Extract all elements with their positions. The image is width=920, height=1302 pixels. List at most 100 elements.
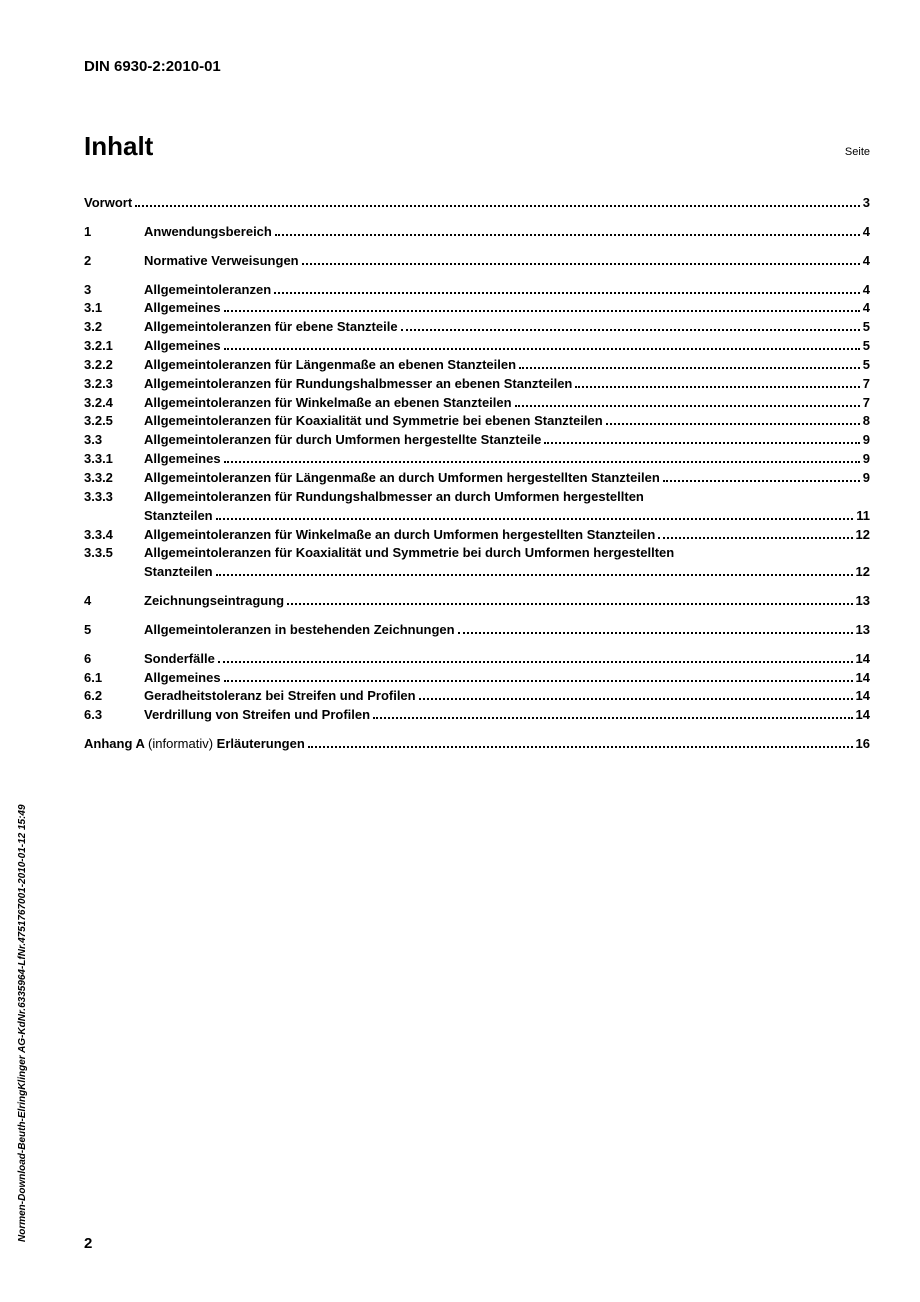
toc-title: Inhalt [84, 131, 153, 162]
toc-leader [575, 386, 859, 388]
toc-page-ref: 12 [856, 563, 870, 582]
toc-page-ref: 4 [863, 252, 870, 271]
toc-page-ref: 4 [863, 281, 870, 300]
toc-page-ref: 14 [856, 687, 870, 706]
toc-entry-title: Anhang A (informativ) Erläuterungen [84, 735, 305, 754]
toc-page-ref: 9 [863, 450, 870, 469]
toc-leader [302, 263, 860, 265]
toc-section-number: 5 [84, 621, 144, 640]
toc-entry: 6.3Verdrillung von Streifen und Profilen… [84, 706, 870, 725]
toc-entry-body: Allgemeintoleranzen für Koaxialität und … [144, 412, 870, 431]
toc-entry-title: Normative Verweisungen [144, 252, 299, 271]
toc-page-ref: 4 [863, 299, 870, 318]
toc-entry-body: Allgemeintoleranzen für Längenmaße an du… [144, 469, 870, 488]
toc-entry: Vorwort 3 [84, 194, 870, 213]
download-watermark: Normen-Download-Beuth-ElringKlinger AG-K… [17, 804, 28, 1242]
toc-leader [519, 367, 860, 369]
toc-entry-title: Geradheitstoleranz bei Streifen und Prof… [144, 687, 416, 706]
toc-entry: 3.2.4Allgemeintoleranzen für Winkelmaße … [84, 394, 870, 413]
toc-leader [218, 661, 853, 663]
toc-entry-body: Allgemeines 5 [144, 337, 870, 356]
toc-page-ref: 5 [863, 356, 870, 375]
toc-entry-title: Allgemeintoleranzen für Winkelmaße an eb… [144, 394, 512, 413]
toc-section-number: 6.1 [84, 669, 144, 688]
toc-leader [658, 537, 852, 539]
toc-entry-title: Allgemeintoleranzen für Längenmaße an eb… [144, 356, 516, 375]
toc-entry-body: Allgemeintoleranzen 4 [144, 281, 870, 300]
toc-entry-title: Zeichnungseintragung [144, 592, 284, 611]
page-content: DIN 6930-2:2010-01 Inhalt Seite Vorwort … [84, 58, 870, 764]
toc-entry-body: Allgemeintoleranzen für Rundungshalbmess… [144, 488, 870, 526]
toc-entry-title: Allgemeintoleranzen für Längenmaße an du… [144, 469, 660, 488]
toc-page-ref: 9 [863, 469, 870, 488]
toc-section-number: 3.2.4 [84, 394, 144, 413]
toc-entry-body: Allgemeines 4 [144, 299, 870, 318]
toc-entry-body: Vorwort 3 [84, 194, 870, 213]
toc-section-number: 3.2.5 [84, 412, 144, 431]
toc-page-ref: 16 [856, 735, 870, 754]
toc-leader [216, 518, 854, 520]
toc-group: 2Normative Verweisungen 4 [84, 252, 870, 271]
toc-entry-title-cont: Stanzteilen [144, 507, 213, 526]
toc-page-ref: 9 [863, 431, 870, 450]
toc-entry: 3.2Allgemeintoleranzen für ebene Stanzte… [84, 318, 870, 337]
toc-entry-title: Allgemeintoleranzen für Koaxialität und … [144, 412, 603, 431]
toc-page-ref: 14 [856, 650, 870, 669]
toc-group: 4Zeichnungseintragung 13 [84, 592, 870, 611]
toc-entry-body: Allgemeintoleranzen für Rundungshalbmess… [144, 375, 870, 394]
toc-entry: 5Allgemeintoleranzen in bestehenden Zeic… [84, 621, 870, 640]
toc-entry-body: Sonderfälle 14 [144, 650, 870, 669]
toc-entry-body: Normative Verweisungen 4 [144, 252, 870, 271]
toc-entry: 3.3Allgemeintoleranzen für durch Umforme… [84, 431, 870, 450]
toc-section-number: 6.3 [84, 706, 144, 725]
toc-leader [401, 329, 860, 331]
toc-entry-body: Allgemeintoleranzen für Winkelmaße an eb… [144, 394, 870, 413]
toc-entry: 3.2.3Allgemeintoleranzen für Rundungshal… [84, 375, 870, 394]
toc-entry: 1Anwendungsbereich 4 [84, 223, 870, 242]
toc-section-number: 3.2.1 [84, 337, 144, 356]
toc-entry: 3.2.1Allgemeines 5 [84, 337, 870, 356]
document-id: DIN 6930-2:2010-01 [84, 58, 870, 75]
toc-entry-title: Vorwort [84, 194, 132, 213]
toc-entry: 3.2.5Allgemeintoleranzen für Koaxialität… [84, 412, 870, 431]
toc-entry-title: Allgemeintoleranzen für Rundungshalbmess… [144, 375, 572, 394]
toc-leader [224, 461, 860, 463]
toc-section-number: 1 [84, 223, 144, 242]
toc-group: Anhang A (informativ) Erläuterungen 16 [84, 735, 870, 754]
toc-section-number: 3.3.4 [84, 526, 144, 545]
toc-section-number: 3.3.3 [84, 488, 144, 507]
toc-section-number: 4 [84, 592, 144, 611]
toc-entry-body: Anhang A (informativ) Erläuterungen 16 [84, 735, 870, 754]
toc-page-ref: 8 [863, 412, 870, 431]
toc-section-number: 3.3.1 [84, 450, 144, 469]
toc-entry-title: Allgemeintoleranzen für Winkelmaße an du… [144, 526, 655, 545]
toc-entry-title: Anwendungsbereich [144, 223, 272, 242]
toc-entry: 3Allgemeintoleranzen 4 [84, 281, 870, 300]
toc-entry: 4Zeichnungseintragung 13 [84, 592, 870, 611]
toc-leader [224, 680, 853, 682]
toc-leader [135, 205, 860, 207]
toc-entry: 3.3.2Allgemeintoleranzen für Längenmaße … [84, 469, 870, 488]
toc-entry-title: Allgemeintoleranzen für ebene Stanzteile [144, 318, 398, 337]
toc-section-number: 3 [84, 281, 144, 300]
toc-page-ref: 14 [856, 706, 870, 725]
toc-page-ref: 5 [863, 337, 870, 356]
toc-leader [224, 310, 860, 312]
toc-page-ref: 3 [863, 194, 870, 213]
toc-leader [216, 574, 853, 576]
toc-entry: 3.1Allgemeines 4 [84, 299, 870, 318]
toc-group: 5Allgemeintoleranzen in bestehenden Zeic… [84, 621, 870, 640]
toc-section-number: 3.2.2 [84, 356, 144, 375]
table-of-contents: Vorwort 31Anwendungsbereich 42Normative … [84, 194, 870, 754]
toc-entry-title: Verdrillung von Streifen und Profilen [144, 706, 370, 725]
toc-section-number: 3.3 [84, 431, 144, 450]
toc-entry: 3.3.5Allgemeintoleranzen für Koaxialität… [84, 544, 870, 582]
toc-entry-body: Geradheitstoleranz bei Streifen und Prof… [144, 687, 870, 706]
toc-page-ref: 7 [863, 375, 870, 394]
toc-page-ref: 11 [856, 507, 870, 526]
toc-entry-title: Allgemeintoleranzen in bestehenden Zeich… [144, 621, 455, 640]
page-column-label: Seite [845, 146, 870, 158]
toc-section-number: 6.2 [84, 687, 144, 706]
toc-entry-body: Anwendungsbereich 4 [144, 223, 870, 242]
toc-section-number: 3.3.5 [84, 544, 144, 563]
